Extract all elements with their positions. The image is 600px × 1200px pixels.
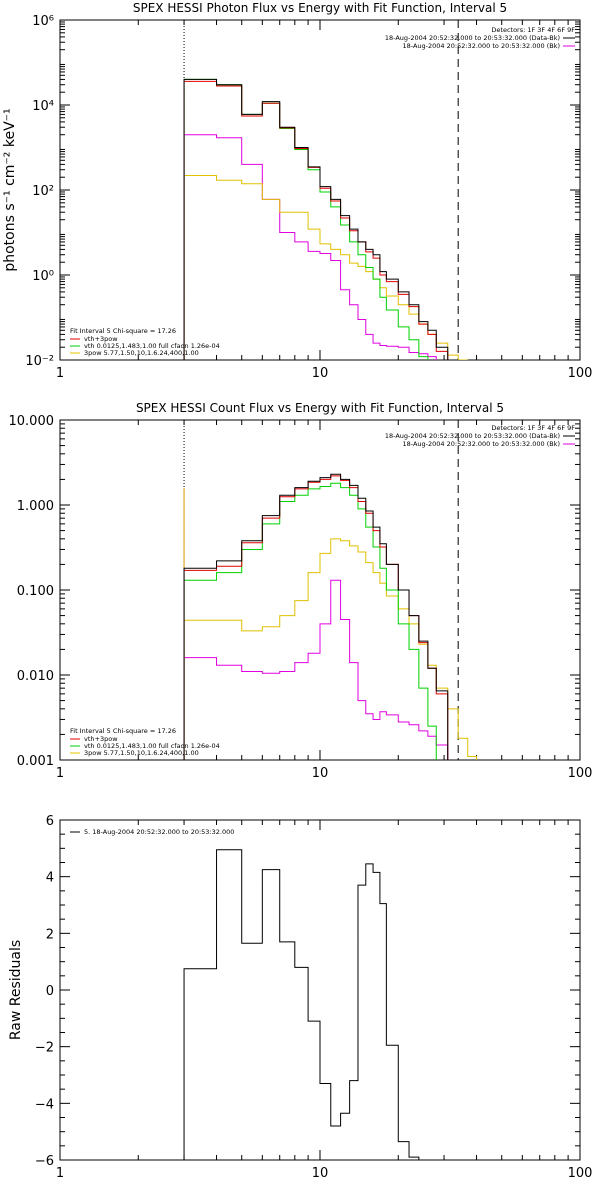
- count-axis-ticks: 1 10 100 0.001 0.010 0.100 1.000 10.000: [9, 414, 593, 781]
- photon-legend-vth: vth 0.0125,1.483,1.00 full cfaon 1.26e-0…: [84, 342, 220, 350]
- count-x-tick-label: 1: [56, 766, 64, 781]
- photon-series-group: [183, 20, 468, 360]
- count-x-tick-label: 100: [568, 766, 593, 781]
- residuals-y-tick-label: 2: [46, 927, 54, 942]
- count-legend-bk: 18-Aug-2004 20:52:32.000 to 20:53:32.000…: [403, 440, 560, 448]
- photon-legend-left: Fit Interval 5 Chi-square = 17.26 vth+3p…: [70, 327, 220, 357]
- residuals-series-group: [183, 849, 428, 1160]
- residuals-y-tick-label: −4: [35, 1097, 54, 1112]
- photon-panel-title: SPEX HESSI Photon Flux vs Energy with Fi…: [133, 1, 507, 15]
- photon-x-tick-label: 1: [56, 366, 64, 381]
- photon-x-tick-label: 10: [312, 366, 329, 381]
- photon-y-tick-label: 10²: [32, 184, 54, 199]
- photon-series-vth-3pow: [183, 80, 459, 360]
- count-legend-3pow: 3pow 5.77,1.50,10,1.6.24,400,1.00: [84, 749, 199, 757]
- photon-legend-3pow: 3pow 5.77,1.50,10,1.6.24,400,1.00: [84, 349, 199, 357]
- count-panel-title: SPEX HESSI Count Flux vs Energy with Fit…: [136, 401, 504, 415]
- residuals-y-tick-label: 4: [46, 871, 54, 886]
- residuals-y-tick-label: 0: [46, 984, 54, 999]
- count-y-tick-label: 10.000: [9, 414, 55, 429]
- photon-series-vth: [183, 78, 429, 360]
- count-series-3pow: [183, 538, 478, 760]
- residuals-series-residuals: [183, 849, 428, 1160]
- count-legend-left: Fit Interval 5 Chi-square = 17.26 vth+3p…: [70, 727, 220, 757]
- residuals-plot-frame: [59, 819, 581, 1161]
- residuals-y-tick-label: −6: [35, 1154, 54, 1169]
- photon-series-data-bk: [183, 78, 459, 360]
- photon-series-3pow: [183, 174, 468, 360]
- count-legend-right: Detectors: 1F 3F 4F 6F 9F 18-Aug-2004 20…: [385, 424, 575, 448]
- photon-series-clip: [183, 78, 468, 360]
- photon-legend-detectors: Detectors: 1F 3F 4F 6F 9F: [491, 26, 575, 34]
- residuals-y-tick-label: 6: [46, 814, 54, 829]
- photon-legend-fit-interval: Fit Interval 5 Chi-square = 17.26: [70, 327, 176, 335]
- count-series-data-bk: [183, 473, 449, 760]
- photon-x-tick-label: 100: [568, 366, 593, 381]
- residuals-axis-ticks: 1 10 100 −6 −4 −2 0 2 4 6: [35, 814, 593, 1181]
- photon-legend-total: vth+3pow: [84, 335, 118, 343]
- photon-y-axis-label: photons s⁻¹ cm⁻² keV⁻¹: [2, 108, 18, 271]
- count-legend-detectors: Detectors: 1F 3F 4F 6F 9F: [491, 424, 575, 432]
- residuals-y-tick-label: −2: [35, 1041, 54, 1056]
- count-x-tick-label: 10: [312, 766, 329, 781]
- count-series-clip: [183, 473, 478, 760]
- count-legend-databk: 18-Aug-2004 20:52:32.000 to 20:53:32.000…: [385, 432, 560, 440]
- photon-legend-right: Detectors: 1F 3F 4F 6F 9F 18-Aug-2004 20…: [385, 26, 575, 50]
- residuals-x-tick-label: 1: [56, 1166, 64, 1181]
- count-plot-frame: [59, 419, 581, 761]
- residuals-legend-label: 5. 18-Aug-2004 20:52:32.000 to 20:53:32.…: [84, 828, 234, 836]
- count-y-tick-label: 0.100: [17, 584, 54, 599]
- count-series-bk: [183, 579, 449, 760]
- residuals-x-tick-label: 100: [568, 1166, 593, 1181]
- count-legend-fit-interval: Fit Interval 5 Chi-square = 17.26: [70, 727, 176, 735]
- count-series-group: [183, 420, 478, 760]
- photon-axis-ticks: 1 10 100 10⁻² 10⁰ 10² 10⁴ 10⁶: [25, 14, 592, 381]
- photon-y-tick-label: 10⁻²: [25, 354, 54, 369]
- count-flux-panel: SPEX HESSI Count Flux vs Energy with Fit…: [9, 401, 593, 781]
- residuals-y-axis-label: Raw Residuals: [8, 940, 24, 1040]
- photon-flux-panel: SPEX HESSI Photon Flux vs Energy with Fi…: [2, 1, 592, 381]
- count-legend-vth: vth 0.0125,1.483,1.00 full cfaon 1.26e-0…: [84, 742, 220, 750]
- count-y-tick-label: 0.001: [17, 754, 54, 769]
- photon-legend-bk: 18-Aug-2004 20:52:32.000 to 20:53:32.000…: [403, 42, 560, 50]
- photon-y-tick-label: 10⁰: [32, 269, 54, 284]
- residuals-x-tick-label: 10: [312, 1166, 329, 1181]
- residuals-legend: 5. 18-Aug-2004 20:52:32.000 to 20:53:32.…: [70, 828, 234, 836]
- residuals-series-clip: [183, 849, 428, 1160]
- photon-legend-databk: 18-Aug-2004 20:52:32.000 to 20:53:32.000…: [385, 34, 560, 42]
- count-legend-total: vth+3pow: [84, 735, 118, 743]
- photon-y-tick-label: 10⁶: [32, 14, 54, 29]
- photon-y-tick-label: 10⁴: [32, 99, 54, 114]
- count-series-vth-3pow: [183, 475, 449, 760]
- count-y-tick-label: 0.010: [17, 669, 54, 684]
- count-y-tick-label: 1.000: [17, 499, 54, 514]
- residuals-panel: Raw Residuals 1 10 100 −6 −4 −2 0 2 4 6 5. 18-Aug…: [8, 814, 592, 1181]
